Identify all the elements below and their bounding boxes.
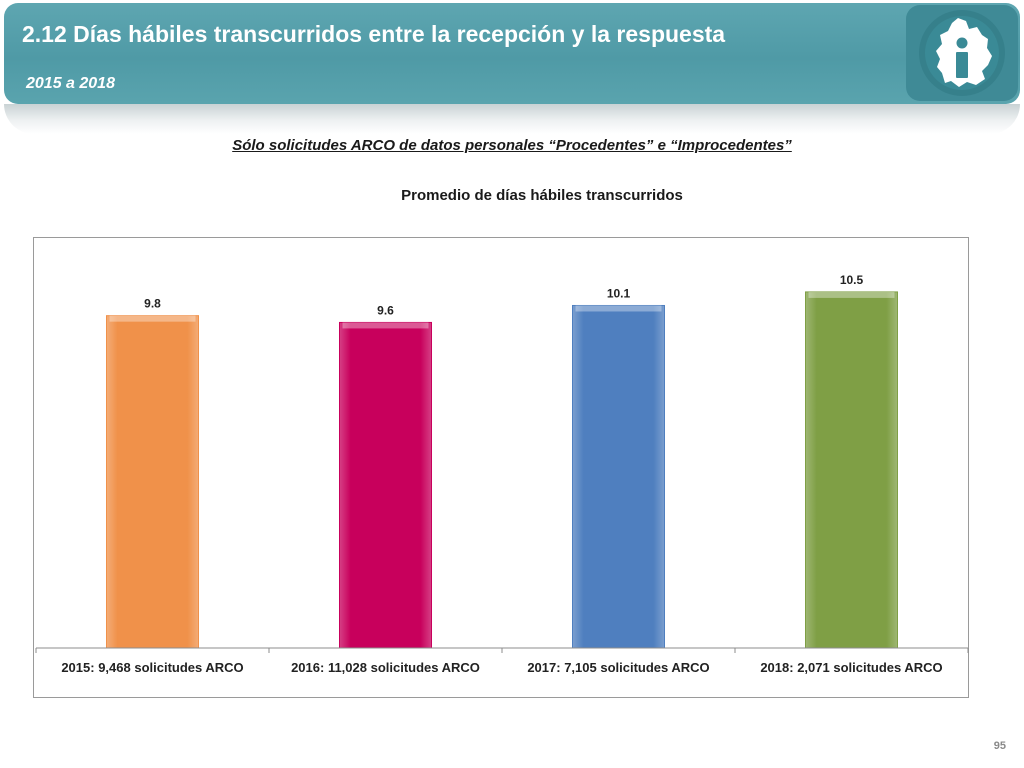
- x-tick-label-2: 2017: 7,105 solicitudes ARCO: [527, 660, 709, 675]
- bar-bevel-1: [342, 322, 429, 329]
- chart-title: Promedio de días hábiles transcurridos: [401, 187, 683, 204]
- bar-bevel-3: [808, 291, 895, 298]
- bar-2: [572, 304, 665, 649]
- bar-bevel-2: [575, 305, 662, 312]
- bar-chart: 9.8 2015: 9,468 solicitudes ARCO 9.6 2016: …: [35, 273, 969, 675]
- bar-3: [805, 291, 898, 649]
- page-subtitle: 2015 a 2018: [26, 75, 115, 92]
- x-tick-label-3: 2018: 2,071 solicitudes ARCO: [760, 660, 942, 675]
- header-shadow: [4, 104, 1020, 134]
- header-banner: 2.12 Días hábiles transcurridos entre la…: [4, 3, 1020, 104]
- data-label-2: 10.1: [607, 286, 631, 300]
- x-tick-label-0: 2015: 9,468 solicitudes ARCO: [61, 660, 243, 675]
- bar-1: [339, 321, 432, 649]
- page-title: 2.12 Días hábiles transcurridos entre la…: [22, 21, 726, 47]
- bar-bevel-0: [109, 315, 196, 322]
- headline: Sólo solicitudes ARCO de datos personale…: [232, 137, 792, 154]
- x-tick-label-1: 2016: 11,028 solicitudes ARCO: [291, 660, 480, 675]
- page-number: 95: [993, 740, 1006, 752]
- data-label-3: 10.5: [840, 273, 864, 287]
- data-label-0: 9.8: [144, 297, 161, 311]
- info-institute-logo-icon: [919, 10, 1005, 96]
- logo: [906, 5, 1018, 101]
- data-label-1: 9.6: [377, 303, 394, 317]
- chart-frame: 9.8 2015: 9,468 solicitudes ARCO 9.6 2016: …: [33, 237, 969, 698]
- bar-0: [106, 315, 199, 649]
